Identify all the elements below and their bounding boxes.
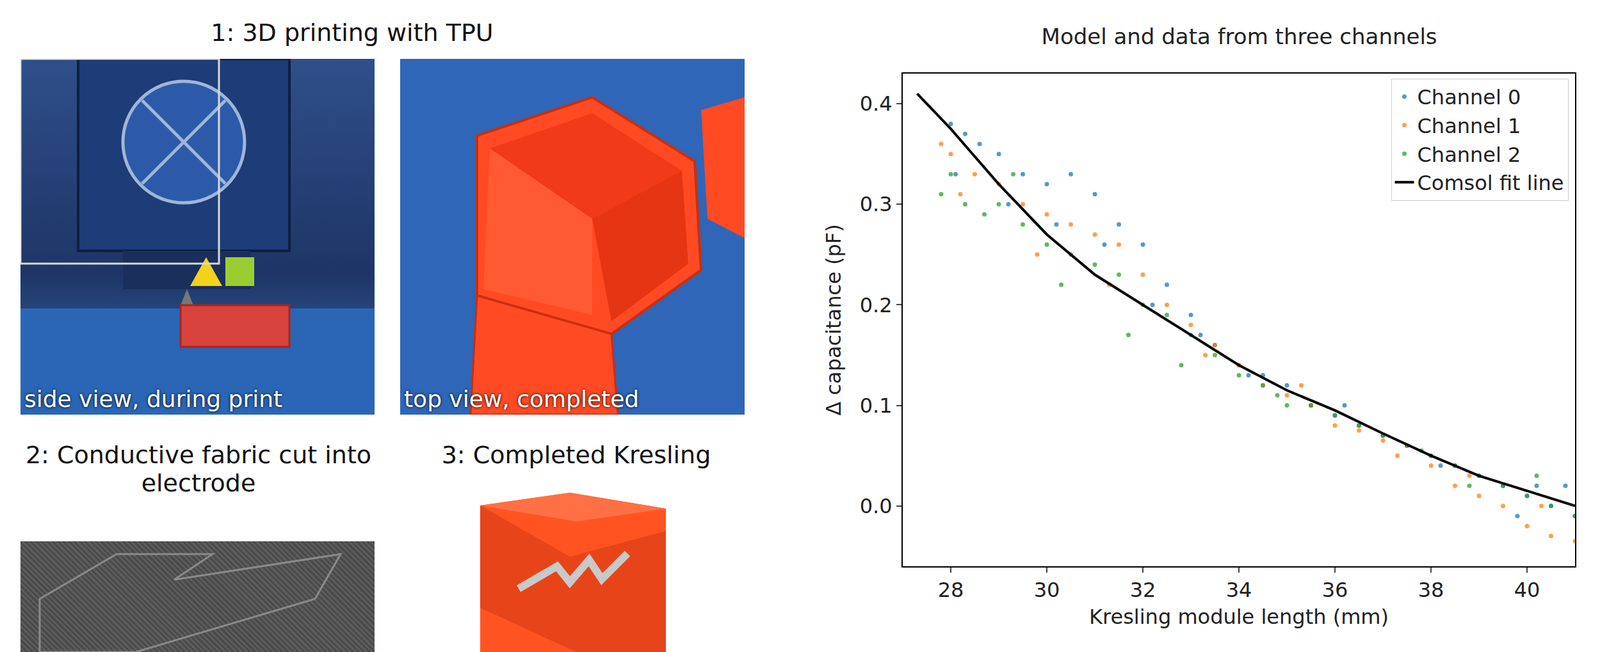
svg-text:0.0: 0.0 (859, 494, 893, 519)
svg-text:28: 28 (937, 578, 965, 603)
svg-text:30: 30 (1034, 578, 1061, 603)
svg-text:32: 32 (1130, 578, 1157, 603)
html-text:1: 3D printing with TPU: 1: 3D printing with TPU (210, 18, 494, 47)
svg-text:Δ capacitance (pF): Δ capacitance (pF) (821, 224, 846, 416)
svg-text:0.1: 0.1 (859, 393, 893, 419)
svg-text:40: 40 (1514, 578, 1541, 603)
svg-text:Channel 0: Channel 0 (1417, 85, 1522, 110)
svg-text:34: 34 (1226, 578, 1253, 603)
svg-text:Channel 2: Channel 2 (1417, 142, 1522, 168)
svg-text:36: 36 (1322, 578, 1349, 603)
svg-text:Comsol fit line: Comsol fit line (1417, 170, 1565, 196)
html-text:3: Completed Kresling: 3: Completed Kresling (441, 441, 711, 470)
html-text:2: Conductive fabric cut into: 2: Conductive fabric cut into electrode (25, 441, 372, 498)
svg-text:0.4: 0.4 (859, 91, 893, 116)
svg-text:Kresling module length (mm): Kresling module length (mm) (1089, 605, 1389, 630)
html-text:side view, during print: side view, during print (24, 386, 283, 413)
svg-text:0.2: 0.2 (859, 293, 893, 318)
svg-text:0.3: 0.3 (859, 192, 893, 217)
svg-text:Channel 1: Channel 1 (1417, 113, 1522, 139)
html-text:top view, completed: top view, completed (404, 386, 640, 413)
svg-text:Model and data from three chan: Model and data from three channels (1041, 23, 1438, 50)
svg-text:38: 38 (1418, 578, 1445, 603)
